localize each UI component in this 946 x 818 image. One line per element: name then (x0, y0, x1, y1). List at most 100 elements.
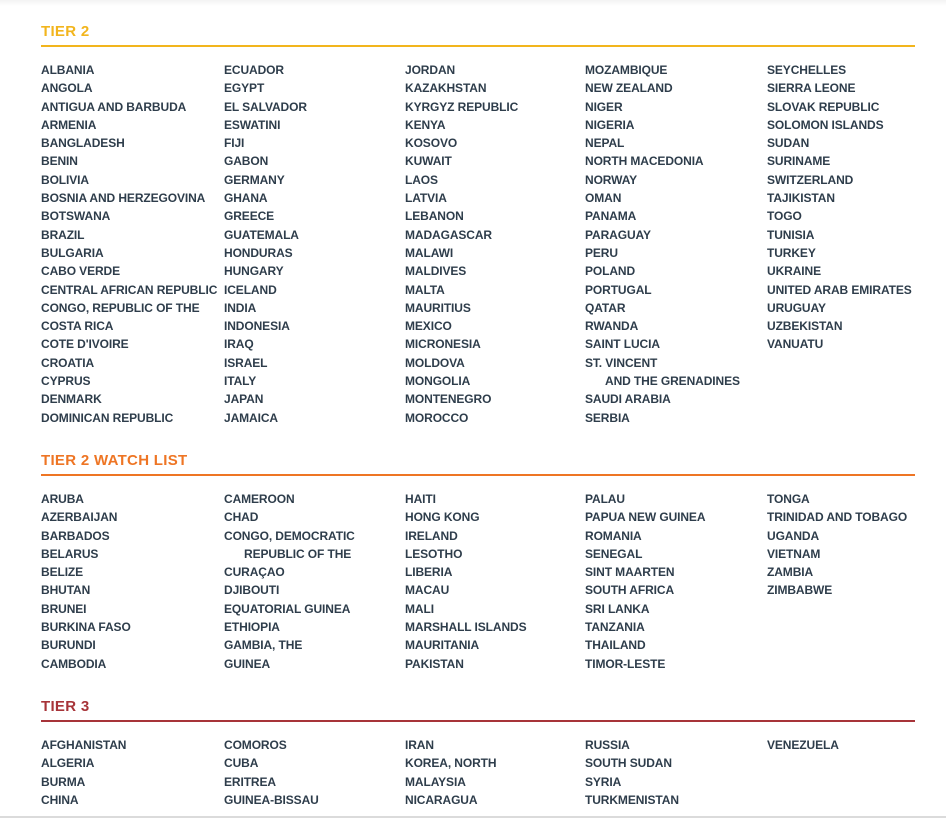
country-item: TIMOR-LESTE (585, 656, 666, 671)
country-column: AFGHANISTAN ALGERIA BURMA CHINA (41, 736, 224, 809)
country-item: TANZANIA (585, 620, 645, 635)
section-tier-2: TIER 2 ALBANIA ANGOLA ANTIGUA AND BARBUDA A… (41, 24, 915, 427)
country-columns: AFGHANISTAN ALGERIA BURMA CHINA COMOROS CUBA E… (41, 736, 915, 809)
country-item: SLOVAK REPUBLIC (767, 99, 880, 114)
country-item: CONGO, DEMOCRATIC (224, 528, 355, 543)
country-item: AFGHANISTAN (41, 737, 127, 752)
country-item: EGYPT (224, 81, 265, 96)
country-column: ALBANIA ANGOLA ANTIGUA AND BARBUDA ARMENIA B… (41, 61, 224, 427)
country-item: INDIA (224, 300, 257, 315)
country-item: GAMBIA, THE (224, 638, 303, 653)
country-item: CABO VERDE (41, 264, 121, 279)
country-item: SAUDI ARABIA (585, 392, 671, 407)
country-item: VIETNAM (767, 546, 821, 561)
country-item: ITALY (224, 374, 257, 389)
country-item: AND THE GRENADINES (605, 374, 740, 389)
country-item: ARUBA (41, 491, 84, 506)
country-item: CUBA (224, 756, 259, 771)
country-item: JORDAN (405, 63, 456, 77)
country-item: NORWAY (585, 172, 638, 187)
country-item: BOTSWANA (41, 209, 111, 224)
country-item: HUNGARY (224, 264, 284, 279)
country-item: GUINEA-BISSAU (224, 792, 319, 807)
country-item: MONGOLIA (405, 374, 471, 389)
country-item: LIBERIA (405, 565, 453, 580)
country-columns: ARUBA AZERBAIJAN BARBADOS BELARUS BELIZE BHUT… (41, 490, 915, 673)
country-item: THAILAND (585, 638, 646, 653)
country-item: SENEGAL (585, 546, 643, 561)
country-item: MOLDOVA (405, 355, 465, 370)
country-item: DOMINICAN REPUBLIC (41, 410, 174, 425)
country-item: CROATIA (41, 355, 95, 370)
section-rule (41, 45, 915, 47)
country-item: CONGO, REPUBLIC OF THE (41, 300, 200, 315)
country-item: SUDAN (767, 136, 810, 151)
country-item: SURINAME (767, 154, 831, 169)
section-title: TIER 2 WATCH LIST (41, 451, 188, 469)
country-item: MALI (405, 601, 434, 616)
country-item: NORTH MACEDONIA (585, 154, 704, 169)
country-item: SIERRA LEONE (767, 81, 856, 96)
country-item: MOROCCO (405, 410, 469, 425)
country-item: TOGO (767, 209, 802, 224)
country-item: ICELAND (224, 282, 277, 297)
country-item: GERMANY (224, 172, 285, 187)
country-item: KENYA (405, 117, 446, 132)
country-item: BULGARIA (41, 245, 104, 260)
country-item: SERBIA (585, 410, 630, 425)
country-column: COMOROS CUBA ERITREA GUINEA-BISSAU (224, 736, 405, 809)
country-column: ARUBA AZERBAIJAN BARBADOS BELARUS BELIZE BHUT… (41, 490, 224, 673)
country-item: CAMEROON (224, 491, 295, 506)
country-item: CENTRAL AFRICAN REPUBLIC (41, 282, 218, 297)
country-item: MALTA (405, 282, 445, 297)
country-item: SOUTH SUDAN (585, 756, 672, 771)
country-item: ECUADOR (224, 63, 284, 77)
country-item: PERU (585, 245, 618, 260)
country-column: IRAN KOREA, NORTH MALAYSIA NICARAGUA (405, 736, 585, 809)
country-item: CYPRUS (41, 374, 91, 389)
country-item: TONGA (767, 491, 810, 506)
country-item: CHINA (41, 792, 79, 807)
country-item: ANGOLA (41, 81, 93, 96)
section-tier-3: TIER 3 AFGHANISTAN ALGERIA BURMA CHINA COMOR… (41, 699, 915, 809)
country-item: KOSOVO (405, 136, 458, 151)
country-item: SAINT LUCIA (585, 337, 660, 352)
country-item: NIGERIA (585, 117, 635, 132)
country-item: MALAYSIA (405, 774, 466, 789)
country-item: HAITI (405, 491, 436, 506)
country-item: ROMANIA (585, 528, 642, 543)
country-item: BOSNIA AND HERZEGOVINA (41, 191, 206, 206)
country-item: PORTUGAL (585, 282, 652, 297)
country-item: ZAMBIA (767, 565, 814, 580)
country-item: MONTENEGRO (405, 392, 492, 407)
country-item: MAURITANIA (405, 638, 480, 653)
country-item: BELIZE (41, 565, 84, 580)
country-item: KOREA, NORTH (405, 756, 497, 771)
country-item: CHAD (224, 510, 259, 525)
country-item: BURMA (41, 774, 86, 789)
country-item: IRAN (405, 737, 434, 752)
country-item: LATVIA (405, 191, 447, 206)
country-column: TONGA TRINIDAD AND TOBAGO UGANDA VIETNAM ZAM… (767, 490, 907, 673)
country-item: BRAZIL (41, 227, 85, 242)
country-item: BENIN (41, 154, 78, 169)
country-item: ALBANIA (41, 63, 95, 77)
country-item: SYRIA (585, 774, 622, 789)
section-rule (41, 719, 915, 722)
country-item: LESOTHO (405, 546, 463, 561)
country-item: KYRGYZ REPUBLIC (405, 99, 519, 114)
country-item: PANAMA (585, 209, 637, 224)
country-item: MALAWI (405, 245, 454, 260)
country-item: RWANDA (585, 319, 639, 334)
country-item: GREECE (224, 209, 275, 224)
country-item: DJIBOUTI (224, 583, 280, 598)
country-item: CAMBODIA (41, 656, 107, 671)
country-item: BURUNDI (41, 638, 96, 653)
country-item: REPUBLIC OF THE (244, 546, 352, 561)
country-item: NICARAGUA (405, 792, 478, 807)
country-item: BURKINA FASO (41, 620, 131, 635)
country-item: OMAN (585, 191, 622, 206)
country-item: SEYCHELLES (767, 63, 847, 77)
country-item: MOZAMBIQUE (585, 63, 668, 77)
